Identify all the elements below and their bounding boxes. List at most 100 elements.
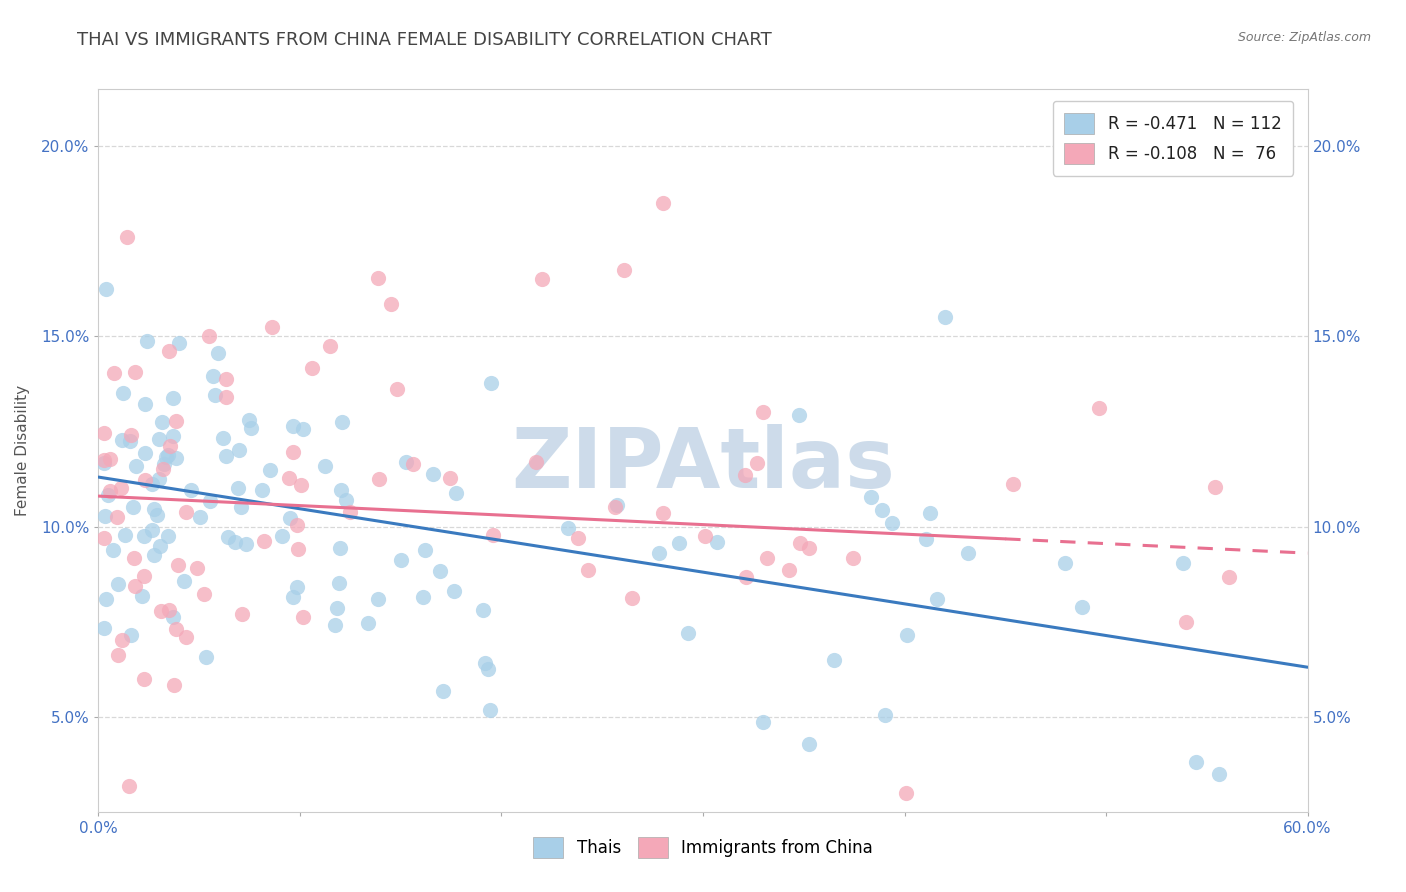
Text: Source: ZipAtlas.com: Source: ZipAtlas.com (1237, 31, 1371, 45)
Point (162, 610, 184, 624)
Point (120, 628, 142, 642)
Point (215, 372, 238, 386)
Point (110, 481, 132, 495)
Point (439, 471, 461, 485)
Point (132, 569, 155, 583)
Point (1002, 477, 1025, 491)
Point (96, 282, 118, 296)
Y-axis label: Female Disability: Female Disability (15, 384, 30, 516)
Point (339, 505, 361, 519)
Point (285, 580, 308, 594)
Point (842, 551, 865, 566)
Point (330, 415, 353, 429)
Point (193, 586, 215, 600)
Point (479, 376, 502, 391)
Point (148, 432, 170, 446)
Point (576, 563, 599, 577)
Point (217, 530, 239, 544)
Point (389, 553, 412, 567)
Point (141, 477, 163, 491)
Point (1204, 480, 1226, 494)
Point (93, 531, 115, 545)
Point (328, 575, 350, 590)
Point (329, 541, 352, 555)
Point (132, 672, 155, 686)
Point (103, 366, 125, 380)
Point (734, 468, 756, 483)
Point (281, 418, 304, 433)
Point (422, 467, 444, 482)
Point (621, 591, 644, 605)
Point (481, 527, 503, 541)
Point (1054, 556, 1077, 570)
Point (188, 509, 211, 524)
Point (860, 490, 883, 504)
Point (524, 455, 547, 469)
Point (212, 431, 235, 445)
Point (201, 368, 224, 383)
Point (125, 458, 148, 473)
Point (157, 603, 180, 617)
Point (238, 413, 260, 427)
Point (752, 715, 775, 730)
Point (896, 627, 918, 641)
Point (567, 531, 589, 545)
Point (142, 501, 165, 516)
Point (678, 625, 700, 640)
Point (429, 564, 451, 578)
Text: THAI VS IMMIGRANTS FROM CHINA FEMALE DISABILITY CORRELATION CHART: THAI VS IMMIGRANTS FROM CHINA FEMALE DIS… (77, 31, 772, 49)
Point (413, 543, 436, 558)
Point (195, 650, 218, 665)
Point (165, 414, 187, 428)
Point (198, 494, 221, 508)
Point (734, 570, 756, 584)
Point (894, 786, 917, 800)
Point (180, 483, 202, 497)
Point (287, 541, 309, 556)
Point (150, 415, 173, 429)
Point (557, 521, 579, 535)
Point (278, 511, 301, 525)
Point (797, 737, 820, 751)
Point (301, 360, 323, 375)
Point (207, 345, 229, 359)
Point (380, 297, 402, 311)
Point (326, 601, 349, 615)
Point (167, 558, 190, 573)
Point (162, 428, 184, 442)
Point (319, 339, 342, 353)
Point (134, 446, 156, 460)
Point (135, 334, 157, 348)
Point (292, 422, 315, 436)
Point (124, 365, 146, 379)
Point (412, 590, 434, 604)
Point (98, 451, 121, 466)
Point (155, 450, 177, 465)
Point (174, 630, 197, 644)
Point (111, 385, 134, 400)
Point (882, 516, 904, 531)
Point (120, 428, 142, 442)
Point (329, 483, 352, 497)
Point (927, 592, 949, 607)
Point (1208, 767, 1230, 781)
Point (872, 503, 894, 517)
Point (281, 445, 304, 459)
Point (613, 262, 636, 277)
Point (226, 481, 249, 495)
Point (756, 550, 779, 565)
Point (215, 390, 238, 404)
Point (778, 563, 800, 577)
Point (270, 529, 292, 543)
Point (93, 425, 115, 440)
Point (231, 607, 253, 621)
Point (1218, 570, 1240, 584)
Point (745, 456, 768, 470)
Point (224, 534, 246, 549)
Point (474, 656, 496, 670)
Point (789, 536, 811, 550)
Point (93, 621, 115, 635)
Point (706, 535, 728, 549)
Point (122, 550, 145, 565)
Point (752, 405, 775, 419)
